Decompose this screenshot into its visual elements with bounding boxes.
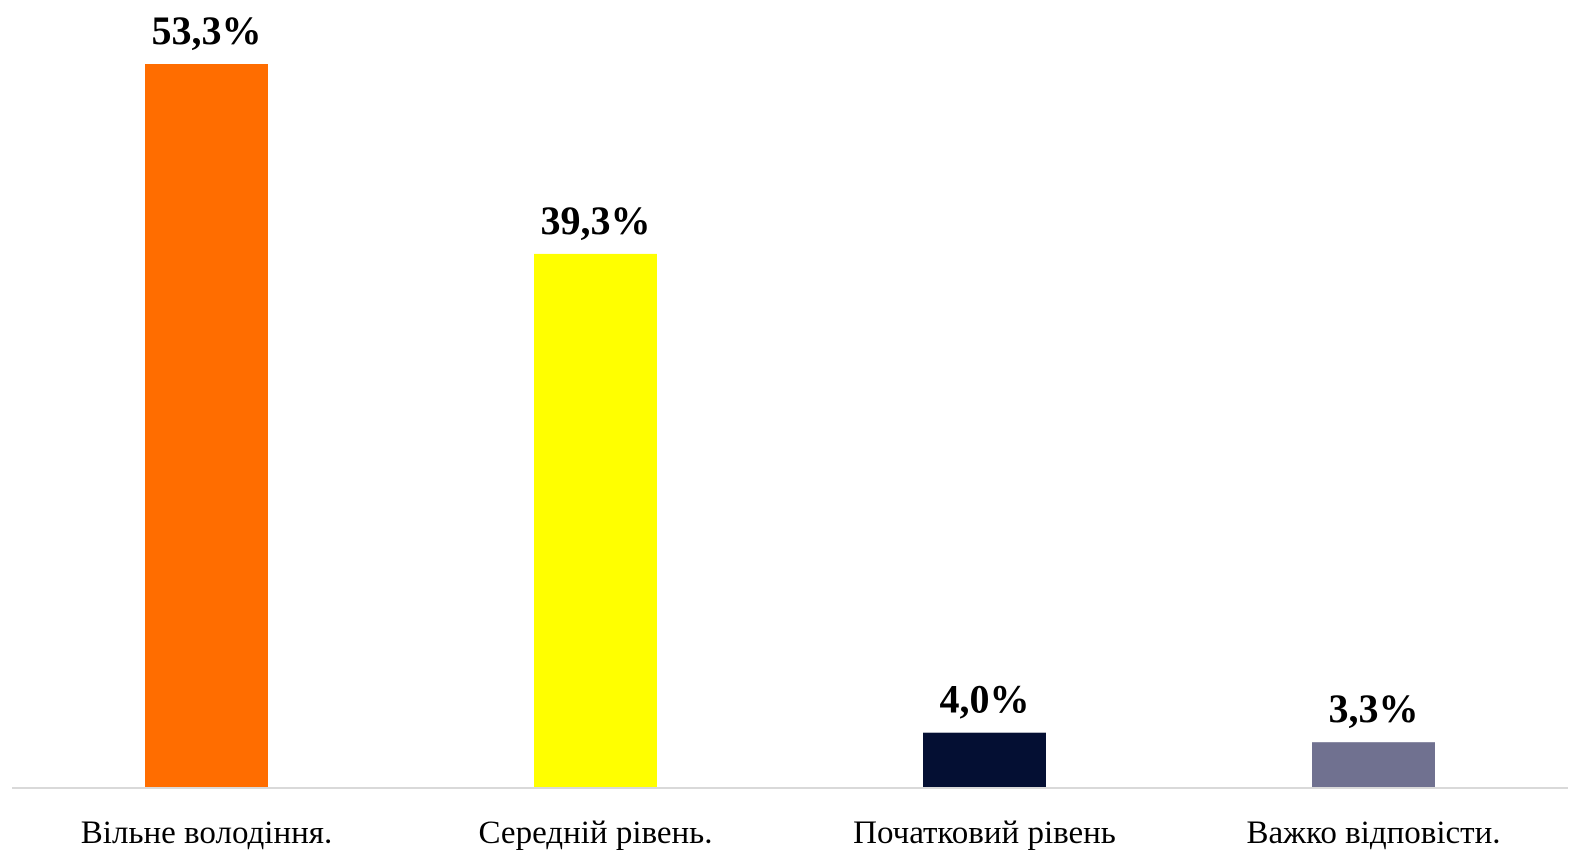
- data-label-3: 3,3%: [1329, 686, 1419, 731]
- bars-layer: [145, 64, 1435, 787]
- value-labels-layer: 53,3% 39,3% 4,0% 3,3%: [152, 8, 1419, 731]
- category-label-0: Вільне володіння.: [81, 815, 332, 851]
- category-labels-layer: Вільне володіння. Середній рівень. Початко…: [81, 815, 1501, 851]
- data-label-1: 39,3%: [541, 198, 651, 243]
- bar-1: [534, 253, 657, 787]
- bar-3: [1312, 742, 1435, 787]
- category-label-2: Початковий рівень: [853, 815, 1116, 851]
- bar-2: [923, 732, 1046, 787]
- category-label-1: Середній рівень.: [479, 815, 713, 851]
- category-label-3: Важко відповісти.: [1247, 815, 1501, 851]
- data-label-2: 4,0%: [940, 677, 1030, 722]
- data-label-0: 53,3%: [152, 8, 262, 53]
- bar-0: [145, 64, 268, 787]
